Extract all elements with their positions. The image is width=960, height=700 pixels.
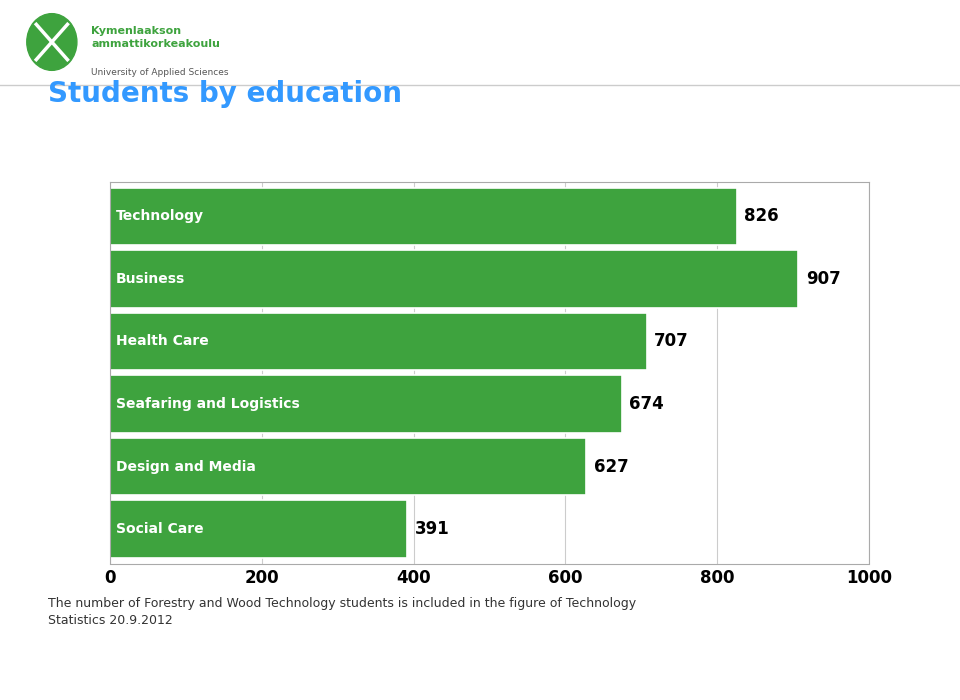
Text: Kymenlaakson
ammattikorkeakoulu: Kymenlaakson ammattikorkeakoulu (91, 25, 220, 49)
Text: Design and Media: Design and Media (116, 460, 255, 474)
Text: 707: 707 (654, 332, 689, 351)
Text: Business: Business (116, 272, 185, 286)
Text: 674: 674 (629, 395, 664, 413)
Text: The number of Forestry and Wood Technology students is included in the figure of: The number of Forestry and Wood Technolo… (48, 597, 636, 610)
Bar (110, 250, 799, 308)
Text: Technology: Technology (116, 209, 204, 223)
Text: 391: 391 (415, 520, 449, 538)
Bar (110, 375, 621, 433)
Text: Kymenlaakson amk: Kymenlaakson amk (24, 667, 159, 680)
Text: Health Care: Health Care (116, 335, 208, 349)
Text: 826: 826 (744, 207, 780, 225)
Text: Students by education: Students by education (48, 80, 402, 108)
Text: 20.5.2013: 20.5.2013 (793, 667, 864, 680)
Text: 907: 907 (805, 270, 841, 288)
Text: Seafaring and Logistics: Seafaring and Logistics (116, 397, 300, 411)
Bar (110, 500, 407, 558)
Text: Social Care: Social Care (116, 522, 204, 536)
Bar (110, 313, 647, 370)
Bar (110, 188, 737, 245)
Text: Statistics 20.9.2012: Statistics 20.9.2012 (48, 615, 173, 627)
Text: University of Applied Sciences: University of Applied Sciences (91, 68, 228, 76)
Text: 627: 627 (593, 458, 628, 475)
Circle shape (27, 13, 77, 71)
Bar (110, 438, 586, 496)
Text: 6: 6 (927, 667, 936, 680)
